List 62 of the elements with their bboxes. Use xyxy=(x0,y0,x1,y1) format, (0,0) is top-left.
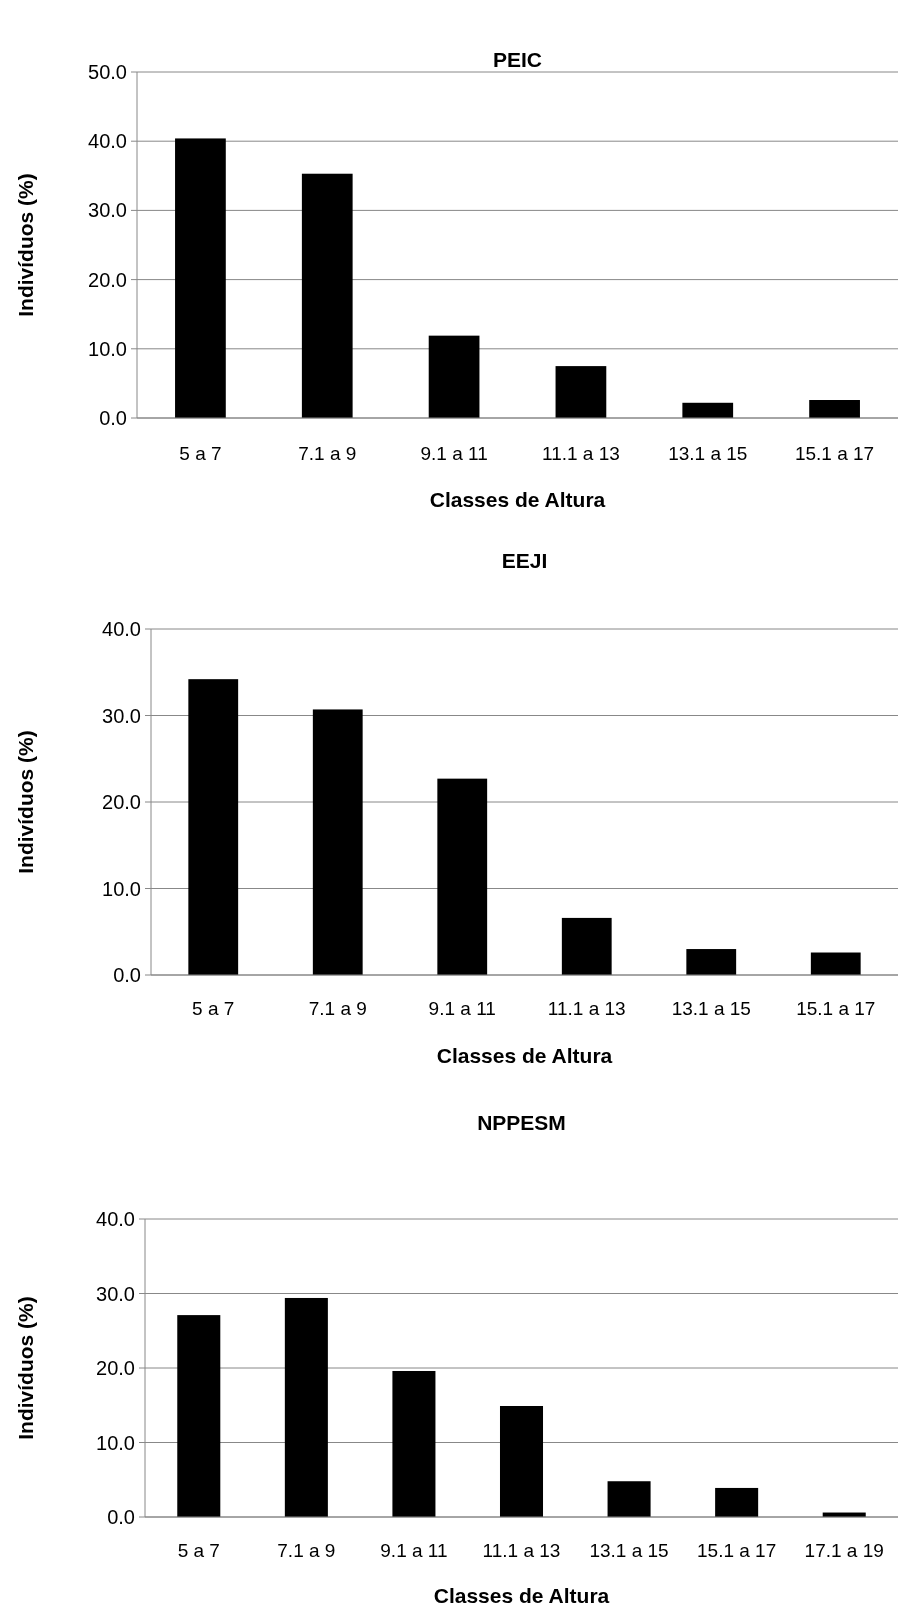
x-tick-label: 7.1 a 9 xyxy=(298,443,357,464)
chart-title: EEJI xyxy=(501,549,548,572)
y-tick-label: 40.0 xyxy=(96,1208,135,1230)
bar xyxy=(499,1405,544,1517)
bar xyxy=(177,1315,221,1517)
bar xyxy=(561,917,612,975)
x-tick-label: 9.1 a 11 xyxy=(428,998,496,1019)
bar xyxy=(682,402,734,418)
y-tick-label: 20.0 xyxy=(96,1357,135,1379)
x-tick-label: 9.1 a 11 xyxy=(380,1540,448,1561)
x-tick-label: 15.1 a 17 xyxy=(794,443,875,464)
x-tick-label: 5 a 7 xyxy=(177,1540,220,1561)
y-axis-title: Indivíduos (%) xyxy=(14,1296,37,1440)
y-tick-label: 20.0 xyxy=(102,791,141,813)
x-tick-label: 11.1 a 13 xyxy=(547,998,626,1019)
x-axis-title: Classes de Altura xyxy=(436,1044,613,1067)
x-tick-label: 17.1 a 19 xyxy=(804,1540,884,1561)
y-tick-label: 50.0 xyxy=(88,61,127,83)
bar xyxy=(284,1297,328,1517)
bar xyxy=(188,679,239,975)
x-tick-label: 5 a 7 xyxy=(179,443,222,464)
bar xyxy=(428,335,480,418)
y-tick-label: 10.0 xyxy=(88,337,127,360)
chart-title: NPPESM xyxy=(477,1111,566,1134)
bar xyxy=(437,778,488,975)
x-tick-label: 13.1 a 15 xyxy=(671,998,751,1019)
y-tick-label: 10.0 xyxy=(96,1431,135,1454)
y-axis-title: Indivíduos (%) xyxy=(14,730,37,874)
x-tick-label: 11.1 a 13 xyxy=(482,1540,561,1561)
y-tick-label: 30.0 xyxy=(96,1282,135,1305)
y-tick-label: 20.0 xyxy=(88,268,127,291)
x-axis-title: Classes de Altura xyxy=(433,1584,610,1607)
chart-title: PEIC xyxy=(492,48,543,71)
x-tick-label: 13.1 a 15 xyxy=(668,443,748,464)
bar xyxy=(810,952,861,975)
y-tick-label: 40.0 xyxy=(88,130,127,153)
x-tick-label: 9.1 a 11 xyxy=(420,443,488,464)
y-tick-label: 0.0 xyxy=(107,1506,135,1528)
x-tick-label: 7.1 a 9 xyxy=(308,998,367,1019)
bar xyxy=(312,709,363,975)
bar xyxy=(392,1370,436,1517)
x-tick-label: 5 a 7 xyxy=(192,998,235,1019)
bar xyxy=(175,138,226,418)
bar xyxy=(809,400,860,418)
bar xyxy=(715,1487,759,1517)
bar xyxy=(686,949,737,975)
x-tick-label: 15.1 a 17 xyxy=(796,998,876,1019)
y-tick-label: 10.0 xyxy=(102,877,141,900)
x-tick-label: 13.1 a 15 xyxy=(589,1540,669,1561)
y-axis-title: Indivíduos (%) xyxy=(14,173,37,317)
x-tick-label: 11.1 a 13 xyxy=(542,443,620,464)
y-tick-label: 0.0 xyxy=(113,964,141,986)
x-tick-label: 7.1 a 9 xyxy=(277,1540,336,1561)
y-tick-label: 40.0 xyxy=(102,618,141,640)
bar xyxy=(301,173,353,418)
y-tick-label: 30.0 xyxy=(88,199,127,222)
x-tick-label: 15.1 a 17 xyxy=(697,1540,777,1561)
bar xyxy=(555,366,607,418)
y-tick-label: 30.0 xyxy=(102,704,141,727)
bar xyxy=(607,1481,651,1517)
y-tick-label: 0.0 xyxy=(99,407,127,429)
x-axis-title: Classes de Altura xyxy=(429,488,606,511)
